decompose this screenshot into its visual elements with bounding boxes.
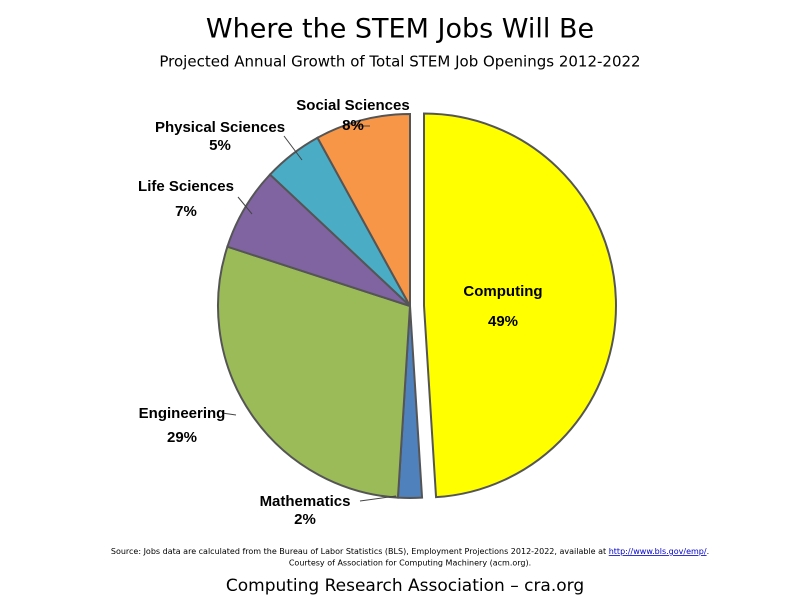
pie-slice <box>217 245 412 499</box>
leader-line <box>221 412 237 416</box>
chart-title: Where the STEM Jobs Will Be <box>206 14 594 45</box>
source-note: Source: Jobs data are calculated from th… <box>111 547 709 556</box>
slice-value-label: 8% <box>342 117 364 134</box>
slice-label: Physical Sciences <box>155 119 285 136</box>
chart-subtitle: Projected Annual Growth of Total STEM Jo… <box>159 53 640 71</box>
slice-label: Computing <box>463 283 542 300</box>
slice-value-label: 29% <box>167 429 197 446</box>
leader-line <box>283 135 303 161</box>
slice-label: Life Sciences <box>138 178 234 195</box>
slice-label: Mathematics <box>260 493 351 510</box>
source-text: Source: Jobs data are calculated from th… <box>111 547 609 556</box>
slice-value-label: 5% <box>209 137 231 154</box>
slice-label: Engineering <box>139 405 226 422</box>
footer: Computing Research Association – cra.org <box>226 576 584 596</box>
source-link[interactable]: http://www.bls.gov/emp/ <box>609 547 707 556</box>
slice-value-label: 7% <box>175 203 197 220</box>
pie-slice <box>316 112 411 307</box>
slice-value-label: 49% <box>488 313 518 330</box>
leader-line <box>237 196 253 215</box>
slice-value-label: 2% <box>294 511 316 528</box>
source-end: . <box>707 547 710 556</box>
slice-label: Social Sciences <box>296 97 409 114</box>
pie-slice <box>422 112 617 499</box>
leader-line <box>359 495 397 502</box>
courtesy-note: Courtesy of Association for Computing Ma… <box>289 559 531 568</box>
